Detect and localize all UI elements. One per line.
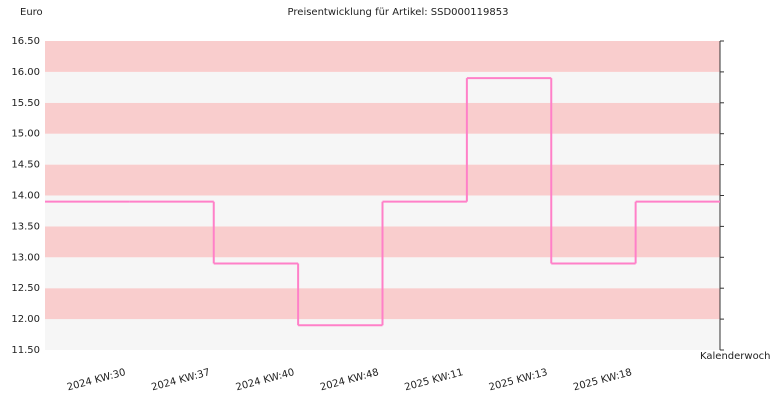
y-tick-label: 13.00 [11, 252, 40, 263]
chart-title: Preisentwicklung für Artikel: SSD0001198… [288, 7, 509, 18]
y-tick-label: 15.00 [11, 129, 40, 140]
band [45, 41, 720, 72]
band [45, 102, 720, 134]
y-axis-label: Euro [20, 7, 43, 18]
x-tick-label: 2024 KW:40 [235, 367, 296, 393]
band [45, 164, 720, 196]
y-tick-label: 12.00 [11, 314, 40, 325]
x-tick-label: 2025 KW:13 [488, 367, 549, 393]
y-tick-label: 12.50 [11, 283, 40, 294]
y-tick-label: 15.50 [11, 98, 40, 109]
x-tick-label: 2024 KW:48 [319, 367, 380, 393]
y-tick-label: 16.00 [11, 67, 40, 78]
x-tick-label: 2024 KW:30 [66, 367, 127, 393]
x-axis-label: Kalenderwoche [700, 351, 770, 362]
band [45, 133, 720, 165]
y-tick-label: 11.50 [11, 345, 40, 356]
x-tick-label: 2025 KW:18 [572, 367, 633, 393]
x-tick-label: 2024 KW:37 [150, 367, 211, 393]
band [45, 71, 720, 103]
y-tick-label: 14.00 [11, 191, 40, 202]
y-tick-label: 14.50 [11, 160, 40, 171]
x-tick-label: 2025 KW:11 [403, 367, 464, 393]
y-tick-label: 13.50 [11, 221, 40, 232]
y-tick-label: 16.50 [11, 36, 40, 47]
